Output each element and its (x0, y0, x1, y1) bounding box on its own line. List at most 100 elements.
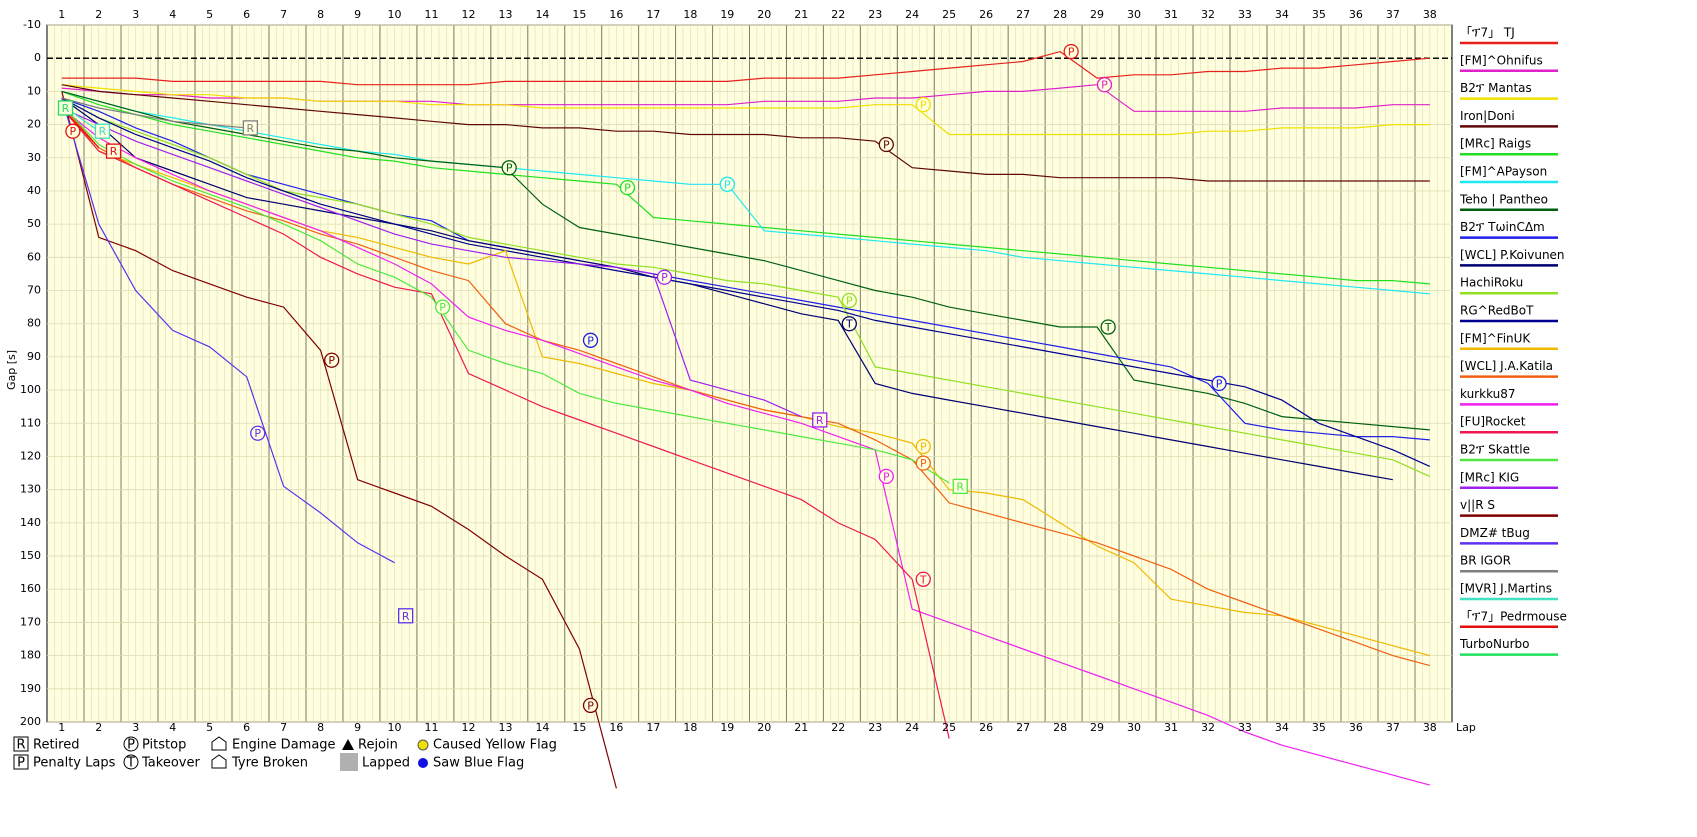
event-marker (878, 136, 894, 153)
legend-text: Takeover (141, 756, 200, 771)
event-marker (841, 292, 857, 309)
x-tick-label: 14 (535, 8, 549, 21)
x-tick-label: 4 (169, 8, 176, 21)
legend-text: Pitstop (142, 738, 186, 753)
icon-lapped (340, 753, 358, 771)
x-tick-label: 1 (58, 721, 65, 734)
series-line (61, 104, 1430, 667)
y-tick-label: 160 (20, 582, 41, 595)
event-marker (915, 97, 931, 113)
x-tick-label: 11 (425, 721, 439, 734)
legend-text: Lapped (362, 756, 410, 771)
icon-letter: R (16, 738, 25, 753)
legend-label: 「ፕ7」 TJ (1460, 26, 1515, 40)
x-tick-label: 11 (425, 8, 439, 21)
y-tick-label: 110 (20, 416, 41, 429)
icon-yellow (417, 739, 429, 751)
x-tick-label: 5 (206, 721, 213, 734)
legend-label: HachiRoku (1460, 276, 1523, 290)
event-label: T (1104, 321, 1112, 334)
x-tick-label: 24 (905, 721, 919, 734)
x-tick-label: 30 (1127, 8, 1141, 21)
series-line (61, 84, 1430, 182)
x-tick-label: 35 (1312, 721, 1326, 734)
event-label: P (70, 125, 77, 138)
x-tick-label: 27 (1016, 721, 1030, 734)
event-label: P (920, 457, 927, 470)
event-marker (719, 176, 735, 192)
x-tick-label: 37 (1386, 8, 1400, 21)
event-marker (841, 316, 857, 332)
legend-label: B2ፕ TωinCΔm (1460, 220, 1545, 234)
legend-label: v||R S (1460, 498, 1495, 512)
legend-label: [MRc] KIG (1460, 470, 1519, 484)
legend-label: RG^RedBoT (1460, 304, 1534, 318)
legend-label: [FM]^FinUK (1460, 331, 1531, 345)
legend-label: B2ፕ Skattle (1460, 443, 1530, 457)
x-tick-label: 21 (794, 721, 808, 734)
event-marker (1063, 43, 1079, 60)
x-tick-label: 21 (794, 8, 808, 21)
event-marker (915, 455, 931, 471)
x-tick-label: 19 (720, 721, 734, 734)
event-label: P (920, 441, 927, 454)
event-marker (619, 179, 636, 196)
event-label: P (439, 301, 446, 314)
event-marker (65, 123, 81, 139)
x-tick-label: 16 (609, 721, 623, 734)
x-tick-label: 13 (498, 721, 512, 734)
x-tick-label: 28 (1053, 721, 1067, 734)
x-tick-label: 25 (942, 721, 956, 734)
x-tick-label: 15 (572, 8, 586, 21)
x-tick-label: 5 (206, 8, 213, 21)
symbol-legend: R Retired P Pitstop Engine Damage Rejoin… (13, 736, 557, 771)
legend-text: Penalty Laps (33, 756, 116, 771)
x-tick-label: 15 (572, 721, 586, 734)
series-line (61, 107, 802, 418)
icon-pitstop (123, 736, 139, 752)
x-tick-label: 2 (95, 721, 102, 734)
event-label: R (110, 145, 118, 158)
x-tick-label: 24 (905, 8, 919, 21)
x-tick-label: 23 (868, 721, 882, 734)
icon-tyre (211, 754, 227, 769)
event-marker (324, 352, 340, 368)
series-line (61, 84, 1430, 136)
event-label: R (62, 102, 70, 115)
x-tick-label: 29 (1090, 721, 1104, 734)
event-marker (94, 123, 111, 139)
event-marker (397, 608, 414, 624)
legend-text: Rejoin (358, 738, 398, 753)
legend-label: DMZ# tBug (1460, 526, 1530, 540)
x-tick-label: 34 (1275, 721, 1289, 734)
x-tick-label: 31 (1164, 8, 1178, 21)
series-line (61, 97, 1431, 477)
x-tick-label: 22 (831, 8, 845, 21)
event-label: T (919, 573, 927, 586)
series-line (61, 97, 1431, 467)
icon-letter: P (127, 738, 135, 753)
event-label: P (506, 162, 513, 175)
x-tick-label: 9 (354, 8, 361, 21)
x-tick-label: 8 (317, 721, 324, 734)
legend-text: Engine Damage (232, 738, 336, 753)
event-label: P (724, 178, 731, 191)
event-label: R (99, 125, 107, 138)
grid (47, 24, 1452, 723)
x-tick-label: 2 (95, 8, 102, 21)
x-tick-label: 3 (132, 8, 139, 21)
legend-label: [FU]Rocket (1460, 415, 1526, 429)
event-label: P (328, 354, 335, 367)
x-tick-label: 37 (1386, 721, 1400, 734)
event-label: R (247, 122, 255, 135)
y-tick-label: 0 (34, 51, 41, 64)
y-tick-label: 200 (20, 715, 41, 728)
event-label: R (402, 610, 410, 623)
y-tick-label: 190 (20, 682, 41, 695)
legend-text: Tyre Broken (231, 756, 308, 771)
event-label: P (1101, 79, 1108, 92)
x-tick-label: 22 (831, 721, 845, 734)
x-tick-label: 18 (683, 721, 697, 734)
